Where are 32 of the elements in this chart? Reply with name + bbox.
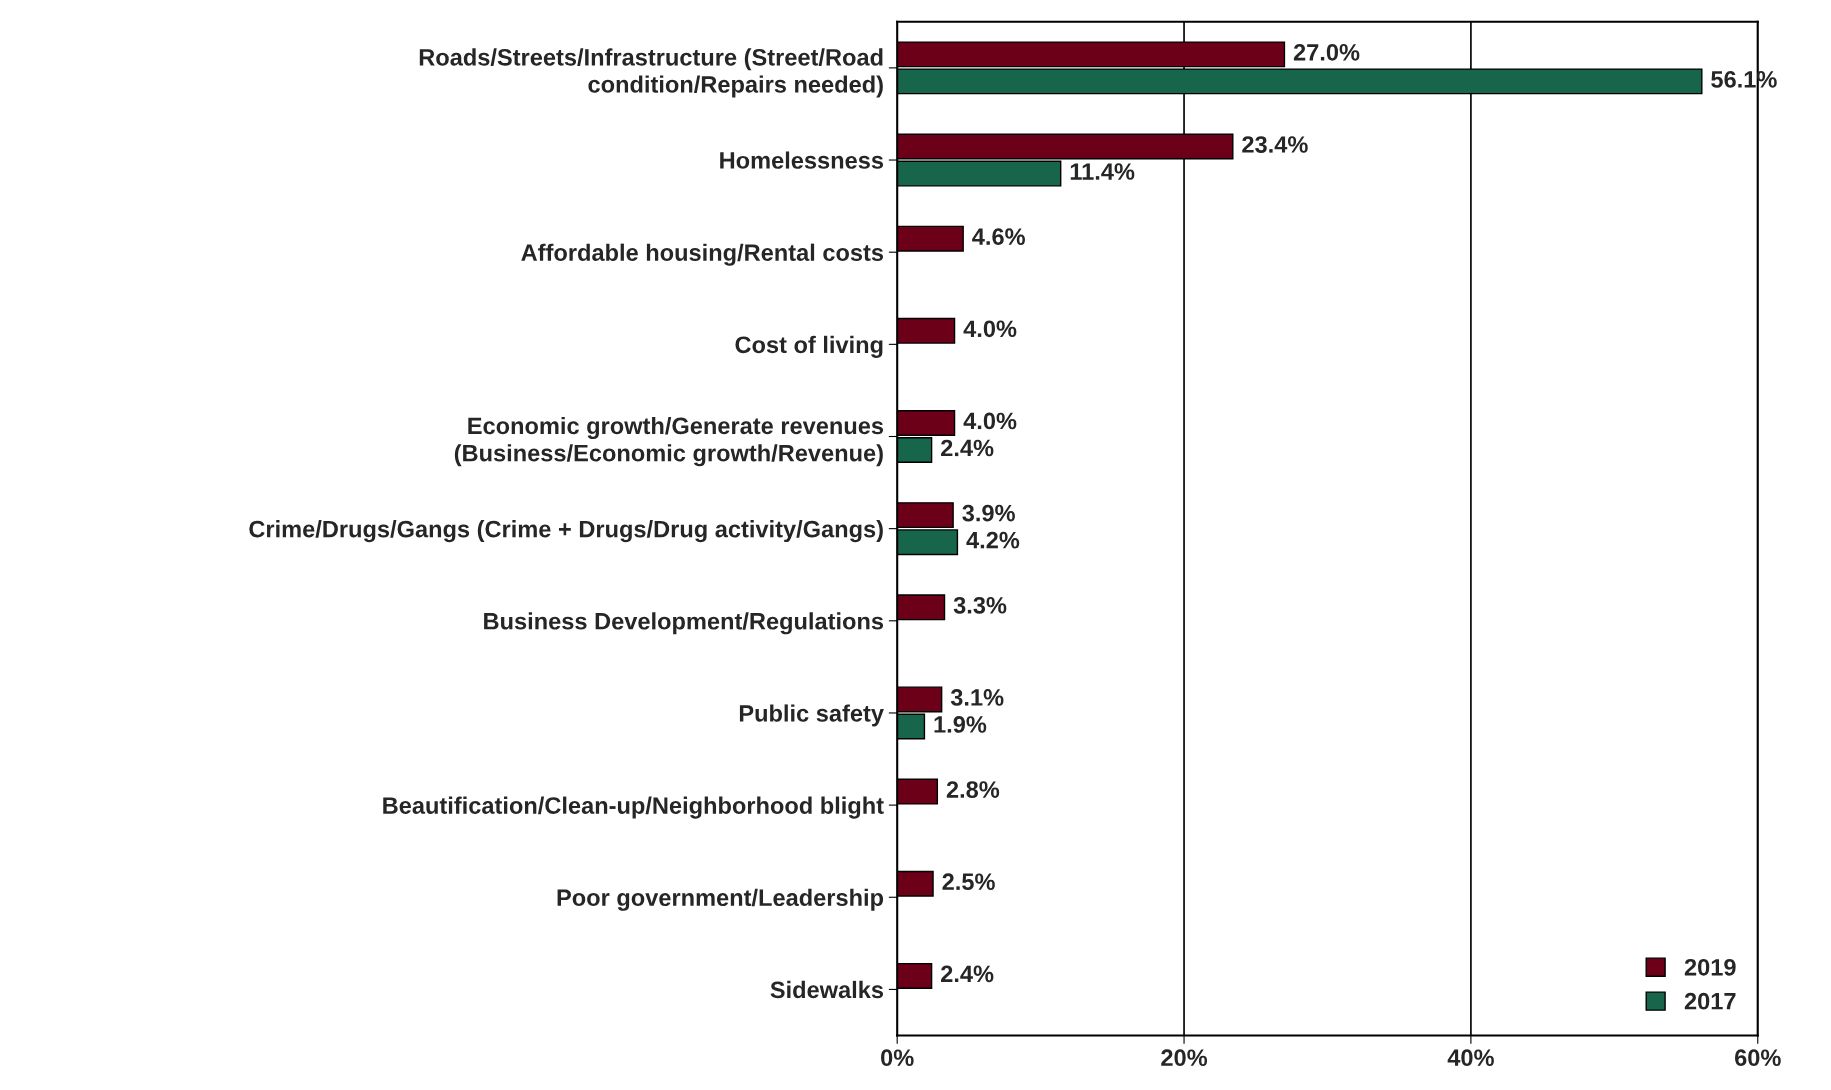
y-tick-label: Public safety <box>739 704 884 727</box>
data-label: 4.0% <box>963 320 1017 338</box>
y-tick-label: Crime/Drugs/Gangs (Crime + Drugs/Drug activity/Gangs) <box>249 520 883 543</box>
data-label: 4.6% <box>972 228 1025 246</box>
y-tick-label: Economic growth/Generate revenues (Business/Economic growth/Revenue) <box>454 416 884 467</box>
x-tick-label: 60% <box>1735 1049 1781 1067</box>
y-tick-label: Affordable housing/Rental costs <box>521 243 884 266</box>
data-label: 3.9% <box>962 504 1015 522</box>
data-label: 27.0% <box>1293 43 1360 61</box>
y-tick-label: Beautification/Clean-up/Neighborhood blight <box>383 796 884 819</box>
y-tick-label: Business Development/Regulations <box>484 612 884 635</box>
x-tick-label: 40% <box>1447 1049 1494 1067</box>
data-label: 2.5% <box>942 873 995 891</box>
data-label: 2.4% <box>941 439 994 457</box>
data-label: 3.3% <box>953 596 1007 614</box>
data-label: 4.0% <box>963 412 1017 430</box>
y-tick-label: Roads/Streets/Infrastructure (Street/Road condition/Repairs needed) <box>419 48 883 98</box>
data-label: 23.4% <box>1242 136 1308 153</box>
data-label: 4.2% <box>966 531 1020 549</box>
y-tick-label: Poor government/Leadership <box>557 888 884 911</box>
data-label: 1.9% <box>934 716 987 733</box>
y-tick-label: Cost of living <box>735 335 883 358</box>
y-tick-label: Homelessness <box>720 151 884 169</box>
legend-label: 2019 <box>1684 958 1736 976</box>
data-label: 3.1% <box>950 689 1004 706</box>
x-tick-label: 20% <box>1161 1049 1208 1067</box>
data-label: 2.8% <box>946 781 1000 798</box>
legend-label: 2017 <box>1684 992 1736 1010</box>
x-tick-label: 0% <box>881 1049 914 1067</box>
data-label: 11.4% <box>1070 163 1135 180</box>
y-tick-label: Sidewalks <box>770 980 884 999</box>
data-label: 2.4% <box>941 965 994 983</box>
